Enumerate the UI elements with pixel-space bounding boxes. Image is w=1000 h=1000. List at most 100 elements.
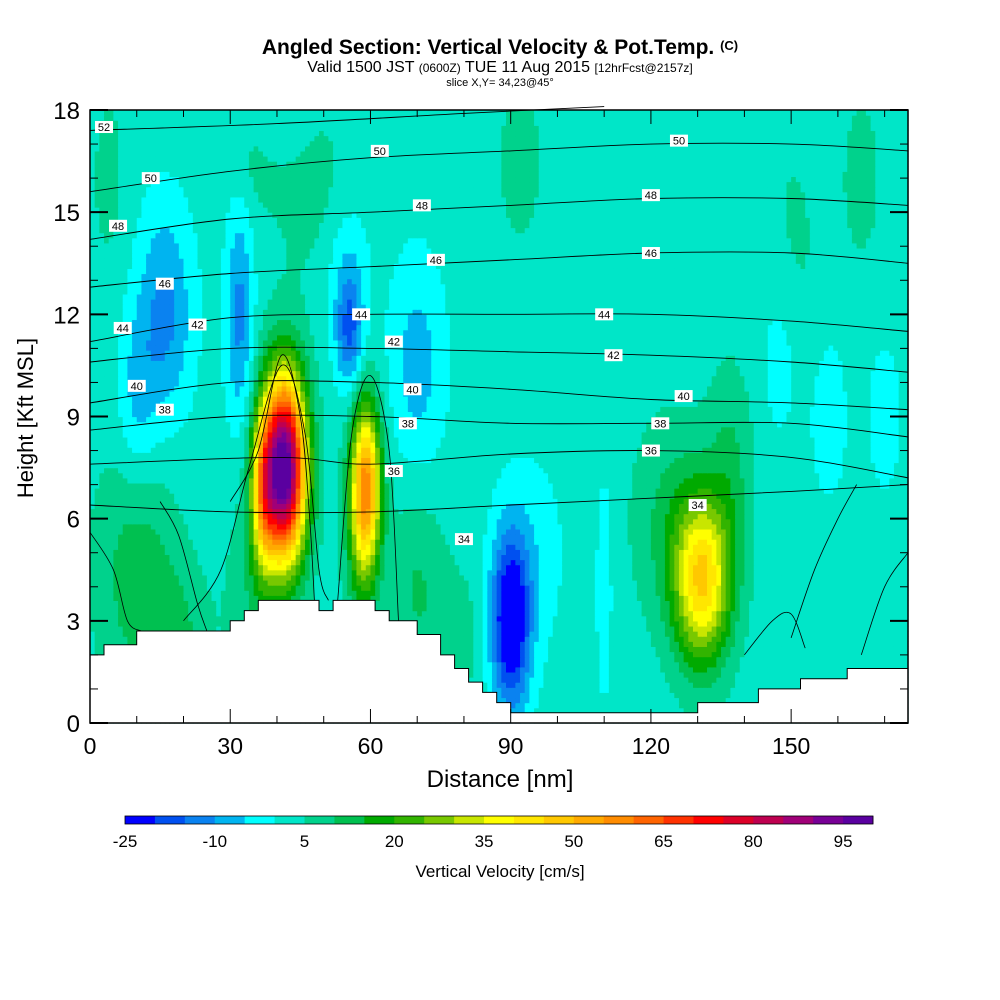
field-cell bbox=[459, 574, 465, 581]
field-cell bbox=[136, 605, 143, 612]
field-cell bbox=[692, 697, 699, 704]
field-cell bbox=[197, 605, 203, 612]
field-cell bbox=[692, 666, 699, 673]
field-cell bbox=[281, 574, 287, 581]
field-cell bbox=[585, 631, 591, 637]
field-cell bbox=[865, 651, 872, 658]
field-cell bbox=[669, 620, 675, 627]
field-cell bbox=[576, 585, 582, 591]
field-cell bbox=[403, 590, 409, 596]
field-cell bbox=[510, 646, 516, 653]
field-cell bbox=[842, 646, 848, 653]
slice-info: slice X,Y= 34,23@45° bbox=[0, 77, 1000, 89]
field-cell bbox=[108, 600, 114, 607]
field-cell bbox=[576, 636, 582, 642]
field-cell bbox=[590, 636, 596, 642]
field-cell bbox=[875, 615, 881, 622]
field-cell bbox=[664, 620, 671, 627]
field-cell bbox=[819, 585, 825, 591]
field-cell bbox=[599, 677, 605, 683]
field-cell bbox=[618, 579, 624, 586]
field-cell bbox=[618, 697, 624, 704]
field-cell bbox=[697, 656, 703, 663]
field-cell bbox=[669, 702, 675, 709]
field-cell bbox=[174, 595, 180, 601]
field-cell bbox=[758, 666, 764, 673]
field-cell bbox=[809, 671, 816, 678]
field-cell bbox=[725, 590, 731, 596]
field-cell bbox=[833, 590, 839, 596]
field-cell bbox=[819, 651, 825, 658]
field-cell bbox=[664, 595, 671, 601]
field-cell bbox=[711, 671, 717, 678]
field-cell bbox=[407, 610, 414, 617]
field-cell bbox=[440, 574, 446, 581]
field-cell bbox=[692, 671, 699, 678]
field-cell bbox=[618, 661, 624, 668]
field-cell bbox=[398, 579, 404, 586]
field-cell bbox=[823, 605, 830, 612]
field-cell bbox=[585, 707, 591, 714]
field-cell bbox=[510, 595, 516, 601]
field-cell bbox=[562, 707, 568, 714]
field-cell bbox=[735, 585, 741, 591]
field-cell bbox=[697, 636, 703, 642]
field-cell bbox=[477, 661, 484, 668]
field-cell bbox=[893, 641, 900, 647]
field-cell bbox=[735, 595, 741, 601]
field-cell bbox=[220, 610, 227, 617]
field-cell bbox=[356, 585, 362, 591]
field-cell bbox=[721, 579, 727, 586]
field-cell bbox=[206, 579, 213, 586]
field-cell bbox=[164, 610, 171, 617]
field-cell bbox=[496, 620, 502, 627]
field-cell bbox=[365, 590, 372, 596]
field-cell bbox=[529, 610, 535, 617]
field-cell bbox=[473, 677, 479, 683]
field-cell bbox=[118, 605, 124, 612]
field-cell bbox=[861, 661, 867, 668]
field-cell bbox=[674, 600, 680, 607]
field-cell bbox=[646, 620, 652, 627]
field-cell bbox=[178, 595, 185, 601]
field-cell bbox=[449, 625, 456, 632]
field-cell bbox=[174, 585, 180, 591]
field-cell bbox=[688, 646, 694, 653]
field-cell bbox=[501, 641, 507, 647]
field-cell bbox=[225, 610, 231, 617]
field-cell bbox=[323, 595, 329, 601]
field-cell bbox=[590, 707, 596, 714]
field-cell bbox=[842, 666, 848, 673]
field-cell bbox=[721, 677, 727, 683]
field-cell bbox=[669, 590, 675, 596]
field-cell bbox=[678, 590, 685, 596]
field-cell bbox=[562, 656, 568, 663]
field-cell bbox=[777, 666, 783, 673]
field-cell bbox=[234, 579, 241, 586]
field-cell bbox=[473, 610, 479, 617]
field-cell bbox=[632, 671, 638, 678]
field-cell bbox=[716, 636, 722, 642]
field-cell bbox=[192, 600, 199, 607]
field-cell bbox=[707, 651, 713, 658]
field-cell bbox=[319, 605, 325, 612]
field-cell bbox=[216, 600, 222, 607]
field-cell bbox=[725, 610, 731, 617]
field-cell bbox=[893, 625, 900, 632]
field-cell bbox=[529, 682, 535, 688]
field-cell bbox=[524, 646, 530, 653]
field-cell bbox=[674, 687, 680, 693]
field-cell bbox=[155, 620, 161, 627]
field-cell bbox=[847, 600, 853, 607]
field-cell bbox=[272, 595, 278, 601]
field-cell bbox=[879, 636, 886, 642]
field-cell bbox=[772, 631, 778, 637]
field-cell bbox=[496, 692, 502, 699]
field-cell bbox=[707, 579, 713, 586]
field-cell bbox=[90, 574, 96, 581]
field-cell bbox=[763, 600, 769, 607]
field-cell bbox=[688, 702, 694, 709]
field-cell bbox=[791, 605, 797, 612]
field-cell bbox=[202, 579, 208, 586]
field-cell bbox=[169, 579, 175, 586]
